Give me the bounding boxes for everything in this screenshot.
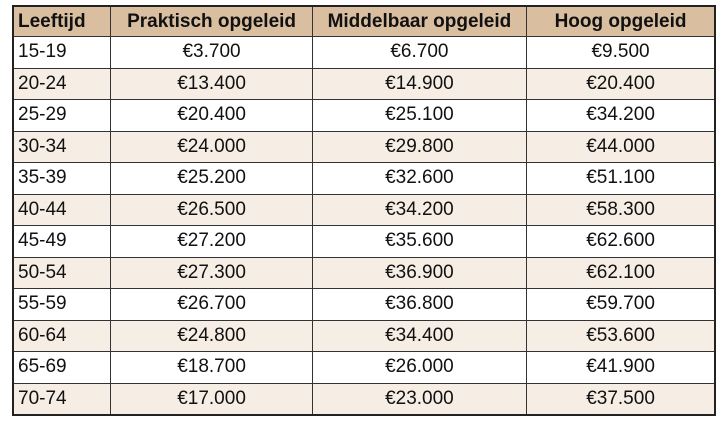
income-cell: €27.300: [110, 256, 313, 289]
income-cell: €13.400: [110, 67, 313, 100]
income-cell: €51.100: [526, 162, 716, 195]
table-row: 65-69 €18.700 €26.000 €41.900: [12, 351, 716, 384]
table-row: 50-54 €27.300 €36.900 €62.100: [12, 256, 716, 289]
age-cell: 40-44: [12, 193, 112, 226]
income-cell: €36.800: [311, 288, 528, 321]
income-cell: €62.600: [526, 225, 716, 258]
income-cell: €18.700: [110, 351, 313, 384]
table-row: 40-44 €26.500 €34.200 €58.300: [12, 193, 716, 226]
table-row: 30-34 €24.000 €29.800 €44.000: [12, 130, 716, 163]
age-cell: 65-69: [12, 351, 112, 384]
column-header: Middelbaar opgeleid: [311, 5, 528, 37]
age-cell: 55-59: [12, 288, 112, 321]
income-cell: €44.000: [526, 130, 716, 163]
age-cell: 35-39: [12, 162, 112, 195]
table-row: 15-19 €3.700 €6.700 €9.500: [12, 36, 716, 69]
income-cell: €25.200: [110, 162, 313, 195]
income-cell: €14.900: [311, 67, 528, 100]
table-row: 45-49 €27.200 €35.600 €62.600: [12, 225, 716, 258]
table-row: 20-24 €13.400 €14.900 €20.400: [12, 67, 716, 100]
table-row: 70-74 €17.000 €23.000 €37.500: [12, 382, 716, 416]
age-cell: 25-29: [12, 99, 112, 132]
income-cell: €20.400: [110, 99, 313, 132]
income-cell: €9.500: [526, 36, 716, 69]
income-cell: €20.400: [526, 67, 716, 100]
income-cell: €36.900: [311, 256, 528, 289]
income-cell: €26.500: [110, 193, 313, 226]
income-cell: €34.400: [311, 319, 528, 352]
income-cell: €25.100: [311, 99, 528, 132]
income-table: Leeftijd Praktisch opgeleid Middelbaar opg…: [12, 5, 716, 416]
age-cell: 50-54: [12, 256, 112, 289]
income-cell: €3.700: [110, 36, 313, 69]
income-cell: €35.600: [311, 225, 528, 258]
age-cell: 15-19: [12, 36, 112, 69]
income-cell: €24.800: [110, 319, 313, 352]
income-cell: €26.000: [311, 351, 528, 384]
income-cell: €41.900: [526, 351, 716, 384]
income-cell: €23.000: [311, 382, 528, 416]
income-cell: €17.000: [110, 382, 313, 416]
age-cell: 70-74: [12, 382, 112, 416]
income-cell: €34.200: [311, 193, 528, 226]
table-row: 25-29 €20.400 €25.100 €34.200: [12, 99, 716, 132]
table-row: 60-64 €24.800 €34.400 €53.600: [12, 319, 716, 352]
income-cell: €32.600: [311, 162, 528, 195]
income-cell: €24.000: [110, 130, 313, 163]
header-row: Leeftijd Praktisch opgeleid Middelbaar opg…: [12, 5, 716, 37]
age-cell: 30-34: [12, 130, 112, 163]
age-cell: 60-64: [12, 319, 112, 352]
income-cell: €62.100: [526, 256, 716, 289]
income-cell: €37.500: [526, 382, 716, 416]
income-cell: €34.200: [526, 99, 716, 132]
income-cell: €26.700: [110, 288, 313, 321]
age-cell: 20-24: [12, 67, 112, 100]
income-cell: €58.300: [526, 193, 716, 226]
column-header: Leeftijd: [12, 5, 112, 37]
column-header: Hoog opgeleid: [526, 5, 716, 37]
table-row: 35-39 €25.200 €32.600 €51.100: [12, 162, 716, 195]
income-cell: €59.700: [526, 288, 716, 321]
income-cell: €29.800: [311, 130, 528, 163]
income-cell: €53.600: [526, 319, 716, 352]
income-cell: €6.700: [311, 36, 528, 69]
table-row: 55-59 €26.700 €36.800 €59.700: [12, 288, 716, 321]
column-header: Praktisch opgeleid: [110, 5, 313, 37]
age-cell: 45-49: [12, 225, 112, 258]
income-cell: €27.200: [110, 225, 313, 258]
